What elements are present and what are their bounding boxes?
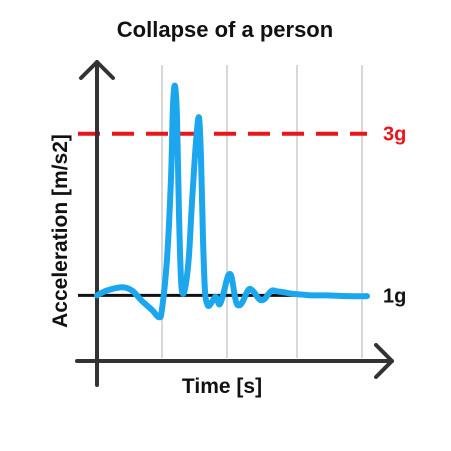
y-axis-arrowhead <box>79 60 115 80</box>
chart-title: Collapse of a person <box>117 17 333 42</box>
axes <box>75 60 394 387</box>
reference-label-1g: 1g <box>383 285 406 307</box>
series <box>94 82 370 321</box>
reference-labels: 3g 1g <box>383 124 406 308</box>
series-line-1 <box>94 82 370 321</box>
reference-lines <box>78 131 367 297</box>
y-axis-label: Acceleration [m/s2] <box>49 134 72 328</box>
x-axis-label: Time [s] <box>182 375 262 398</box>
x-axis-arrowhead <box>374 343 394 379</box>
reference-label-3g: 3g <box>383 124 406 146</box>
